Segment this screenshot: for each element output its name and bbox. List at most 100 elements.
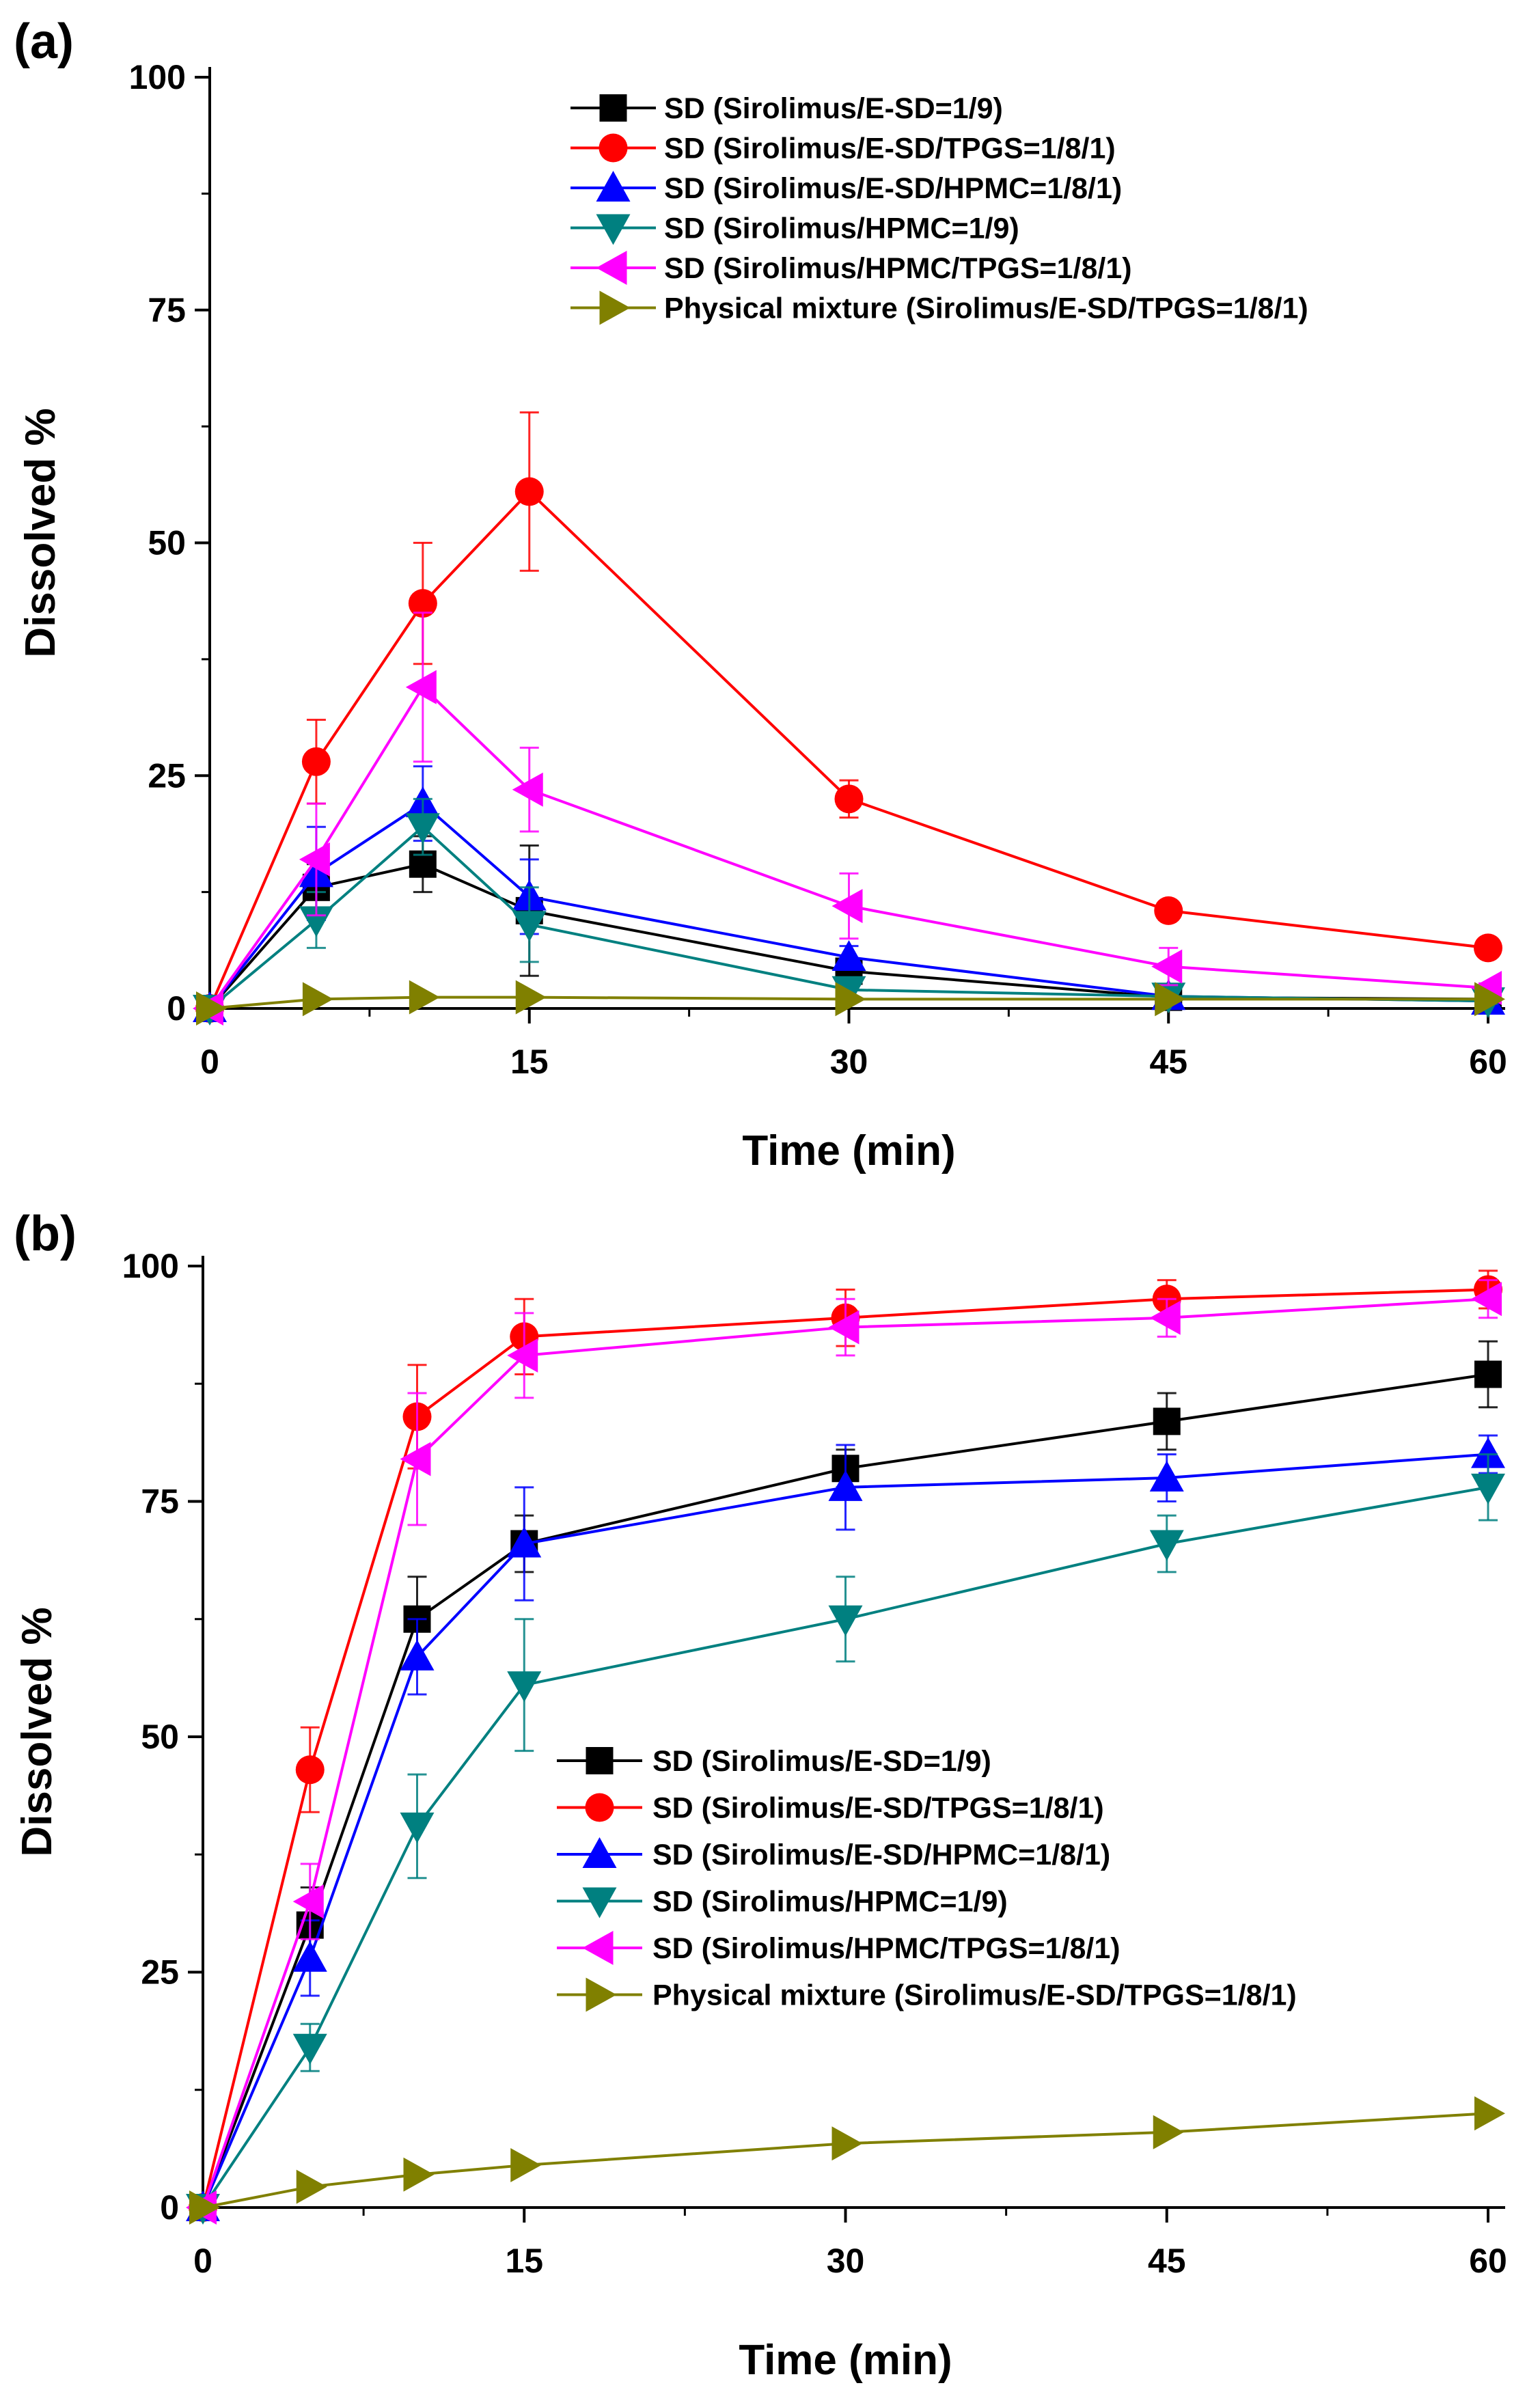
series-6 — [189, 2096, 1505, 2225]
data-point — [292, 1884, 324, 1919]
data-point — [510, 2147, 542, 2182]
legend-label: SD (Sirolimus/E-SD/HPMC=1/8/1) — [652, 1839, 1110, 1871]
data-point — [299, 906, 333, 937]
series-3 — [186, 1434, 1505, 2221]
y-tick-label: 25 — [141, 1953, 179, 1992]
series-6 — [196, 980, 1505, 1026]
data-point — [296, 2169, 327, 2204]
data-point — [405, 813, 440, 844]
data-point — [1471, 1282, 1502, 1317]
data-point — [1155, 982, 1186, 1017]
data-point — [196, 991, 227, 1026]
data-point — [507, 1671, 542, 1703]
x-tick-label: 15 — [505, 2242, 543, 2280]
data-point — [828, 1470, 863, 1501]
y-tick-label: 0 — [160, 2188, 179, 2227]
data-point — [1474, 1360, 1502, 1388]
x-tick-label: 0 — [193, 2242, 212, 2280]
legend-marker — [582, 1931, 614, 1965]
legend: SD (Sirolimus/E-SD=1/9) SD (Sirolimus/E-S… — [570, 92, 1308, 325]
data-point — [1151, 949, 1183, 984]
data-point — [408, 589, 437, 618]
data-point — [1149, 1461, 1184, 1492]
legend-label: SD (Sirolimus/HPMC/TPGS=1/8/1) — [664, 252, 1132, 285]
data-point — [512, 911, 547, 942]
data-point — [834, 784, 864, 814]
x-tick-label: 60 — [1469, 2242, 1507, 2280]
data-point — [292, 2033, 327, 2065]
legend-label: SD (Sirolimus/HPMC=1/9) — [652, 1886, 1008, 1919]
data-point — [831, 889, 863, 924]
y-axis-title: Dissolved % — [14, 1607, 61, 1856]
data-point — [1149, 1530, 1184, 1561]
y-tick-label: 75 — [141, 1483, 179, 1521]
data-point — [1149, 1300, 1181, 1335]
data-point — [1153, 2115, 1184, 2149]
legend-marker — [585, 1793, 614, 1822]
legend-label: SD (Sirolimus/E-SD/TPGS=1/8/1) — [664, 133, 1116, 165]
y-tick-label: 50 — [141, 1718, 179, 1756]
legend-label: Physical mixture (Sirolimus/E-SD/TPGS=1/… — [664, 292, 1308, 325]
data-point — [403, 2157, 435, 2192]
x-tick-label: 15 — [510, 1043, 549, 1081]
y-tick-label: 25 — [148, 756, 186, 795]
y-tick-label: 75 — [148, 291, 186, 329]
data-point — [1154, 896, 1183, 925]
legend-marker — [582, 1887, 617, 1919]
legend-marker — [599, 133, 628, 163]
data-point — [400, 1812, 435, 1843]
data-point — [831, 2126, 863, 2161]
data-point — [1471, 1473, 1505, 1504]
panel-a: (a) 0 25 50 75 100 0 15 30 45 60 Time (min) Dissolve… — [14, 14, 1507, 1174]
data-point — [514, 477, 544, 506]
data-point — [1474, 2096, 1505, 2131]
series-line — [202, 2112, 1489, 2209]
data-point — [302, 982, 333, 1017]
data-point — [835, 982, 866, 1017]
x-tick-label: 0 — [200, 1043, 219, 1081]
data-point — [301, 747, 331, 776]
x-tick-label: 45 — [1148, 2242, 1186, 2280]
legend-marker — [596, 251, 627, 285]
data-point — [1471, 1437, 1505, 1468]
legend-marker — [586, 1747, 614, 1774]
legend-label: SD (Sirolimus/E-SD/HPMC=1/8/1) — [664, 172, 1122, 205]
data-point — [405, 670, 437, 704]
data-point — [515, 980, 547, 1015]
data-point — [828, 1605, 863, 1636]
data-point — [299, 842, 330, 877]
series-line — [202, 1453, 1489, 2208]
legend-label: Physical mixture (Sirolimus/E-SD/TPGS=1/… — [652, 1979, 1297, 2012]
data-point — [292, 1940, 327, 1972]
panel-label: (b) — [14, 1207, 77, 1261]
panel-label: (a) — [14, 14, 74, 69]
data-point — [1474, 982, 1505, 1017]
legend-marker — [586, 1977, 617, 2012]
x-axis-title: Time (min) — [742, 1127, 955, 1174]
legend-marker — [599, 290, 631, 325]
data-point — [400, 1639, 435, 1671]
data-point — [295, 1755, 325, 1785]
legend-marker — [596, 171, 631, 202]
series-2 — [195, 411, 1502, 1023]
legend-marker — [596, 214, 631, 245]
data-point — [1474, 933, 1502, 963]
legend-label: SD (Sirolimus/HPMC=1/9) — [664, 212, 1019, 245]
x-tick-label: 60 — [1469, 1043, 1507, 1081]
legend: SD (Sirolimus/E-SD=1/9) SD (Sirolimus/E-S… — [557, 1745, 1297, 2012]
x-axis-title: Time (min) — [739, 2337, 952, 2384]
y-axis-title: Dissolved % — [17, 408, 64, 657]
data-point — [409, 980, 440, 1015]
data-point — [831, 940, 866, 972]
legend-label: SD (Sirolimus/E-SD/TPGS=1/8/1) — [652, 1792, 1104, 1825]
y-tick-label: 100 — [129, 58, 186, 96]
y-tick-label: 100 — [122, 1247, 179, 1285]
y-tick-label: 0 — [167, 989, 186, 1028]
legend-marker — [599, 94, 627, 122]
y-tick-label: 50 — [148, 524, 186, 562]
data-point — [1153, 1407, 1181, 1435]
data-point — [507, 1338, 538, 1373]
x-tick-label: 30 — [827, 2242, 865, 2280]
data-point — [828, 1310, 860, 1345]
